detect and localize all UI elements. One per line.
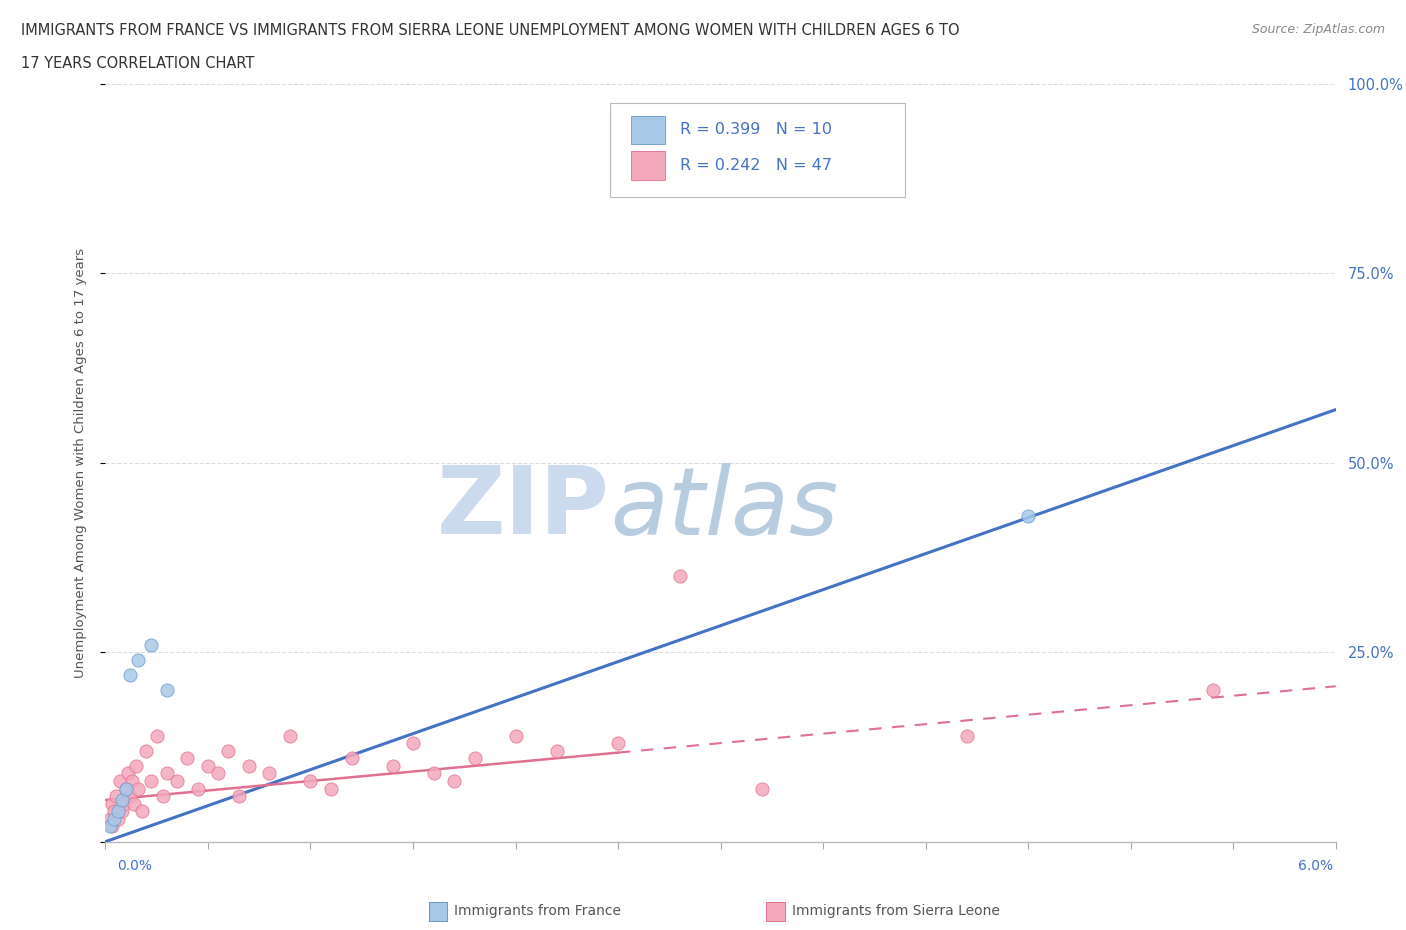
Point [100,819,122,834]
Point [156,766,179,781]
Point [381,759,404,774]
Point [103,812,125,827]
Point [238,759,260,774]
Point [299,774,322,789]
Point [207,766,229,781]
Point [139,774,162,789]
Text: IMMIGRANTS FROM FRANCE VS IMMIGRANTS FROM SIERRA LEONE UNEMPLOYMENT AMONG WOMEN : IMMIGRANTS FROM FRANCE VS IMMIGRANTS FRO… [21,23,960,38]
Point [607,736,630,751]
Text: 17 YEARS CORRELATION CHART: 17 YEARS CORRELATION CHART [21,56,254,71]
Point [135,743,157,758]
Point [218,743,240,758]
Point [751,781,773,796]
Point [103,804,125,818]
Point [166,774,188,789]
Point [259,766,281,781]
Point [100,796,122,811]
Text: atlas: atlas [610,462,838,553]
Point [156,683,179,698]
Point [98,819,121,834]
Point [228,789,250,804]
Point [108,774,131,789]
FancyBboxPatch shape [610,102,905,197]
Point [127,781,149,796]
Point [1017,509,1039,524]
Point [120,789,141,804]
Point [139,637,162,652]
Point [115,781,138,796]
Point [187,781,209,796]
Text: Immigrants from France: Immigrants from France [454,904,621,919]
Point [319,781,342,796]
Point [668,569,690,584]
Text: 0.0%: 0.0% [117,858,152,872]
Point [107,804,129,818]
Point [122,796,145,811]
Point [111,804,134,818]
Point [145,728,167,743]
Point [117,766,139,781]
Point [278,728,301,743]
Point [98,812,121,827]
Point [464,751,486,765]
Point [104,789,127,804]
Text: Source: ZipAtlas.com: Source: ZipAtlas.com [1251,23,1385,36]
Point [131,804,153,818]
Point [1201,683,1223,698]
Point [505,728,527,743]
Point [443,774,465,789]
Point [111,792,134,807]
Point [546,743,568,758]
Text: Immigrants from Sierra Leone: Immigrants from Sierra Leone [792,904,1000,919]
Point [125,759,148,774]
Point [112,796,135,811]
Text: 6.0%: 6.0% [1298,858,1333,872]
Point [402,736,425,751]
Point [120,668,141,683]
Text: R = 0.242   N = 47: R = 0.242 N = 47 [681,158,832,173]
Point [176,751,198,765]
Point [422,766,444,781]
Point [115,781,138,796]
Y-axis label: Unemployment Among Women with Children Ages 6 to 17 years: Unemployment Among Women with Children A… [73,247,87,678]
Text: ZIP: ZIP [437,462,610,554]
Bar [631,152,665,180]
Point [107,812,129,827]
Point [956,728,979,743]
Text: R = 0.399   N = 10: R = 0.399 N = 10 [681,123,832,138]
Point [152,789,174,804]
Point [340,751,363,765]
Bar [631,115,665,144]
Point [127,652,149,667]
Point [121,774,143,789]
Point [197,759,219,774]
